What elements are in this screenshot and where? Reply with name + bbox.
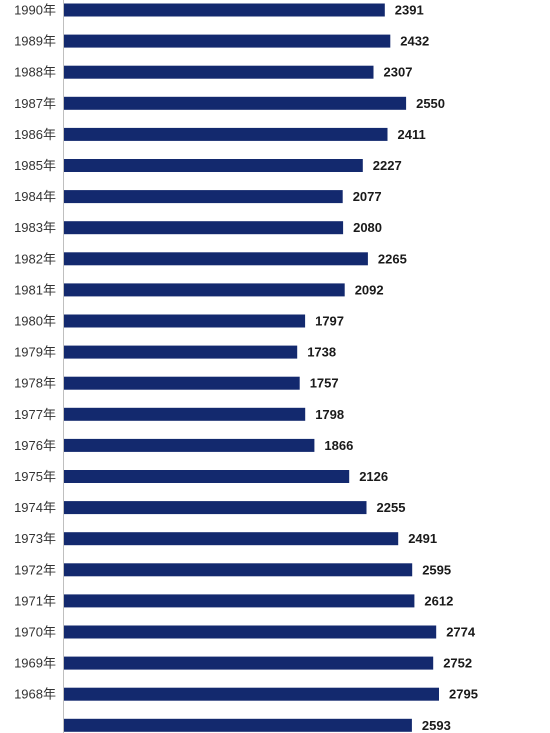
category-tick-label: 1971年 (14, 593, 56, 608)
category-tick-label: 1969年 (14, 656, 56, 671)
category-tick-label: 1985年 (14, 158, 56, 173)
bar (64, 96, 407, 110)
category-tick-label: 1986年 (14, 127, 56, 142)
bar-value-label: 2411 (398, 127, 426, 142)
bar (64, 501, 367, 515)
category-tick-label: 1977年 (14, 407, 56, 422)
bar-value-label: 1757 (310, 376, 339, 391)
category-tick-label: 1970年 (14, 625, 56, 640)
bar-value-label: 2774 (446, 625, 476, 640)
bar-value-label: 2491 (408, 531, 437, 546)
category-tick-label: 1988年 (14, 65, 56, 80)
category-tick-label: 1980年 (14, 314, 56, 329)
category-tick-label: 1982年 (14, 251, 56, 266)
category-tick-label: 1989年 (14, 34, 56, 49)
bar-value-label: 2227 (373, 158, 402, 173)
bar (64, 159, 363, 172)
bar-value-label: 2307 (384, 65, 413, 80)
bar (64, 656, 434, 670)
bar-value-label: 2092 (355, 282, 384, 297)
bar-value-label: 1798 (315, 407, 344, 422)
bar-value-label: 2595 (422, 562, 451, 577)
category-tick-label: 1983年 (14, 220, 56, 235)
bar-value-label: 2612 (424, 593, 453, 608)
category-tick-label: 1978年 (14, 376, 56, 391)
bar-value-label: 2255 (377, 500, 406, 515)
bar-value-label: 2077 (353, 189, 382, 204)
category-tick-label: 1976年 (14, 438, 56, 453)
bar (64, 438, 315, 452)
category-tick-label: 1975年 (14, 469, 56, 484)
bar (64, 65, 374, 79)
category-tick-label: 1987年 (14, 96, 56, 111)
bar-value-label: 2795 (449, 687, 478, 702)
category-tick-label: 1984年 (14, 189, 56, 204)
category-tick-label: 1990年 (14, 3, 56, 18)
bar-value-label: 2593 (422, 718, 451, 733)
bar (64, 3, 385, 17)
category-tick-label: 1972年 (14, 562, 56, 577)
bar (64, 34, 391, 48)
category-tick-label: 1968年 (14, 687, 56, 702)
bar (64, 718, 412, 732)
bar-value-label: 2080 (353, 220, 382, 235)
bars-group (64, 3, 439, 732)
category-tick-label: 1979年 (14, 345, 56, 360)
data-labels-group: 2391 2432 2307 2550 2411 2227 2077 2080 2265 2092… (307, 3, 478, 733)
bar (64, 376, 300, 390)
bar-value-label: 2550 (416, 96, 445, 111)
category-tick-label: 1981年 (14, 282, 56, 297)
bar (64, 532, 399, 546)
bar (64, 594, 415, 608)
category-tick-label: 1973年 (14, 531, 56, 546)
bar (64, 687, 439, 701)
bar-value-label: 2265 (378, 251, 407, 266)
bar (64, 563, 413, 577)
bar (64, 190, 343, 204)
bar (64, 221, 344, 235)
bar (64, 283, 345, 297)
bar-value-label: 2432 (400, 34, 429, 49)
bar (64, 407, 306, 421)
bar-value-label: 1738 (307, 345, 336, 360)
bar (64, 252, 368, 266)
bar-value-label: 2126 (359, 469, 388, 484)
bar (64, 314, 306, 328)
bar (64, 127, 388, 141)
tick-labels-group: 1990年 1989年 1988年 1987年 1986年 1985年 1984年 1983年… (14, 3, 56, 702)
bar-value-label: 1797 (315, 314, 344, 329)
bar-value-label: 2391 (395, 3, 424, 18)
bar (64, 345, 298, 359)
bar-value-label: 2752 (443, 656, 472, 671)
bar-value-label: 1866 (324, 438, 353, 453)
bar (64, 470, 350, 483)
bar (64, 625, 437, 639)
category-tick-label: 1974年 (14, 500, 56, 515)
